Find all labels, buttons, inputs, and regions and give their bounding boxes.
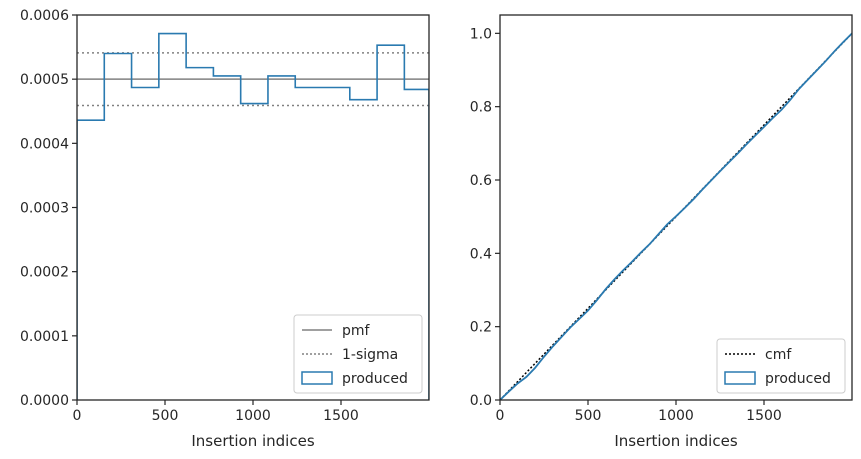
legend-label: produced: [765, 371, 831, 387]
x-tick-label: 1000: [658, 408, 694, 424]
x-tick-label: 1000: [235, 408, 271, 424]
legend: cmf produced: [716, 338, 846, 394]
legend-label: cmf: [765, 347, 792, 363]
y-tick-label: 0.0005: [20, 72, 69, 88]
y-tick-label: 0.8: [470, 100, 492, 116]
y-tick-label: 0.4: [470, 246, 492, 262]
legend: pmf 1-sigma produced: [293, 314, 423, 394]
x-axis-label: Insertion indices: [614, 432, 737, 450]
y-tick-label: 0.0000: [20, 393, 69, 409]
legend-label: pmf: [342, 323, 371, 339]
right-panel-cmf: 0 500 1000 1500 0.0 0.2 0.4 0.6 0.8 1.0 Insertion …: [470, 14, 853, 450]
x-tick-label: 1500: [323, 408, 359, 424]
legend-label: 1-sigma: [342, 347, 398, 363]
legend-swatch-box: [301, 371, 333, 385]
produced-histogram: [77, 32, 429, 400]
x-tick-label: 1500: [746, 408, 782, 424]
legend-box: [716, 338, 846, 394]
y-tick-label: 0.6: [470, 173, 492, 189]
x-axis-label: Insertion indices: [191, 432, 314, 450]
y-tick-label: 0.0002: [20, 265, 69, 281]
x-tick-label: 500: [152, 408, 179, 424]
plot-area: [500, 32, 852, 400]
y-tick-label: 0.0003: [20, 201, 69, 217]
left-panel-pmf-histogram: 0 500 1000 1500 0.0000 0.0001 0.0002 0.0003 0.00…: [20, 8, 430, 450]
x-tick-label: 0: [496, 408, 505, 424]
plot-area: [77, 32, 429, 400]
y-tick-label: 0.0001: [20, 329, 69, 345]
legend-box: [293, 314, 423, 394]
legend-swatch-box: [724, 371, 756, 385]
legend-label: produced: [342, 371, 408, 387]
y-tick-label: 0.2: [470, 320, 492, 336]
y-tick-label: 1.0: [470, 26, 492, 42]
x-tick-label: 0: [73, 408, 82, 424]
y-tick-label: 0.0004: [20, 136, 69, 152]
x-tick-label: 500: [575, 408, 602, 424]
y-tick-label: 0.0006: [20, 8, 69, 24]
y-tick-label: 0.0: [470, 393, 492, 409]
